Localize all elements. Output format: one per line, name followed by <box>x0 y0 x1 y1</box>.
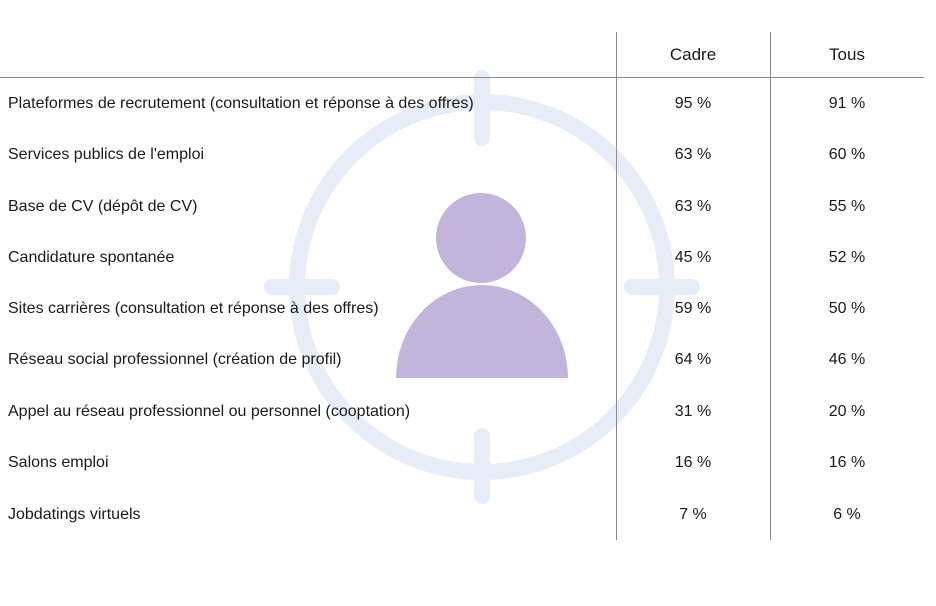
row-label: Salons emploi <box>8 454 109 471</box>
row-label: Plateformes de recrutement (consultation… <box>8 95 474 112</box>
row-value-tous: 52 % <box>828 249 866 266</box>
row-value-cadre: 16 % <box>674 454 712 471</box>
table-row: Salons emploi 16 % 16 % <box>0 453 936 504</box>
row-value-cadre: 63 % <box>674 198 712 215</box>
header-divider <box>0 77 924 78</box>
table-row: Appel au réseau professionnel ou personn… <box>0 402 936 453</box>
row-label: Services publics de l'emploi <box>8 146 205 163</box>
table-row: Sites carrières (consultation et réponse… <box>0 299 936 350</box>
row-label: Base de CV (dépôt de CV) <box>8 198 198 215</box>
row-value-tous: 46 % <box>828 351 866 368</box>
table-row: Candidature spontanée 45 % 52 % <box>0 248 936 299</box>
row-label: Sites carrières (consultation et réponse… <box>8 300 379 317</box>
table-row: Plateformes de recrutement (consultation… <box>0 94 936 145</box>
row-label: Appel au réseau professionnel ou personn… <box>8 403 411 420</box>
row-value-cadre: 64 % <box>674 351 712 368</box>
column-divider-tous <box>770 32 771 540</box>
row-value-tous: 55 % <box>828 198 866 215</box>
column-header-cadre: Cadre <box>669 45 717 64</box>
column-header-tous: Tous <box>829 45 865 64</box>
table-row: Réseau social professionnel (création de… <box>0 350 936 401</box>
row-label: Réseau social professionnel (création de… <box>8 351 342 368</box>
row-value-tous: 91 % <box>828 95 866 112</box>
table-row: Base de CV (dépôt de CV) 63 % 55 % <box>0 197 936 248</box>
row-value-tous: 16 % <box>828 454 866 471</box>
row-value-cadre: 59 % <box>674 300 712 317</box>
row-label: Jobdatings virtuels <box>8 506 141 523</box>
row-value-tous: 50 % <box>828 300 866 317</box>
row-value-tous: 20 % <box>828 403 866 420</box>
row-value-tous: 60 % <box>828 146 866 163</box>
row-value-cadre: 45 % <box>674 249 712 266</box>
row-label: Candidature spontanée <box>8 249 175 266</box>
row-value-tous: 6 % <box>833 506 861 523</box>
row-value-cadre: 31 % <box>674 403 712 420</box>
row-value-cadre: 63 % <box>674 146 712 163</box>
table-row: Jobdatings virtuels 7 % 6 % <box>0 505 936 556</box>
table-row: Services publics de l'emploi 63 % 60 % <box>0 145 936 196</box>
row-value-cadre: 95 % <box>674 95 712 112</box>
row-value-cadre: 7 % <box>679 506 707 523</box>
